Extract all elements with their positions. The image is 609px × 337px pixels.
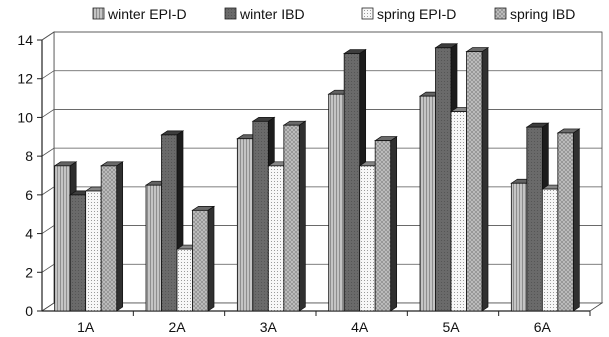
gridline — [41, 225, 602, 234]
gridline — [41, 109, 602, 118]
bar-front — [510, 182, 528, 312]
x-tick-label: 5A — [442, 319, 460, 335]
x-tick-label: 4A — [351, 319, 369, 335]
bar-front — [466, 51, 483, 312]
y-tick-label: 14 — [17, 32, 33, 48]
bar — [282, 120, 307, 312]
bar-front — [419, 95, 436, 312]
x-axis-categories: 1A 2A 3A 4A 5A 6A — [77, 311, 591, 335]
x-tick-label: 2A — [168, 319, 186, 335]
bar-front — [526, 126, 543, 312]
legend-label: winter EPI-D — [107, 6, 187, 22]
bar-front — [450, 111, 467, 312]
bar-front — [176, 248, 193, 312]
legend-swatch — [494, 7, 507, 20]
legend-label: winter IBD — [239, 6, 305, 22]
y-tick-label: 12 — [17, 71, 33, 87]
side-wall — [41, 31, 55, 312]
y-tick-label: 0 — [25, 303, 33, 319]
y-tick-label: 10 — [17, 109, 33, 125]
bar-front — [69, 194, 87, 312]
y-tick-label: 6 — [25, 187, 33, 203]
bar-front — [435, 47, 452, 312]
gridline — [41, 70, 602, 80]
y-tick-label: 8 — [25, 148, 33, 164]
bar-side — [572, 128, 580, 312]
bar-front — [267, 165, 285, 312]
gridlines — [41, 31, 602, 273]
legend-item: spring EPI-D — [361, 6, 456, 22]
bar-side — [116, 161, 124, 312]
bar-side — [390, 136, 398, 312]
legend-swatch — [92, 7, 105, 20]
bar-front — [283, 124, 300, 312]
bar-front — [541, 188, 559, 312]
y-tick-label: 4 — [25, 226, 33, 242]
x-tick-label: 6A — [534, 319, 552, 335]
bar — [374, 136, 398, 312]
bar-side — [298, 120, 306, 312]
gridline — [41, 31, 602, 41]
bars — [53, 43, 581, 312]
bar-side — [481, 46, 489, 312]
bar-front — [252, 120, 269, 312]
x-tick-label: 1A — [77, 319, 95, 335]
legend-item: winter IBD — [224, 6, 305, 22]
x-tick-label: 3A — [260, 319, 278, 335]
gridline — [41, 186, 602, 196]
bar-front — [328, 93, 345, 312]
bar-front — [374, 140, 392, 312]
legend: winter EPI-D winter IBD spring EPI-D spring… — [92, 6, 575, 22]
bar-front — [557, 132, 574, 312]
gridline — [41, 263, 602, 273]
legend-label: spring EPI-D — [377, 6, 456, 22]
bar-front — [85, 190, 102, 312]
bar — [556, 128, 581, 312]
y-tick-label: 2 — [25, 264, 33, 280]
legend-swatch — [224, 7, 237, 20]
legend-item: winter EPI-D — [92, 6, 187, 22]
bar-front — [343, 53, 361, 312]
bar — [100, 161, 124, 312]
bar — [465, 46, 490, 312]
y-axis-ticks: 0 2 4 6 8 10 12 14 — [17, 32, 42, 319]
bar-side — [207, 205, 215, 312]
bar-front — [161, 134, 178, 312]
bar-front — [54, 165, 71, 312]
gridline — [41, 147, 602, 157]
bar-front — [192, 209, 209, 312]
bar — [191, 205, 216, 312]
legend-swatch — [361, 7, 374, 20]
legend-label: spring IBD — [510, 6, 575, 22]
bar-front — [236, 138, 254, 312]
bar-front — [359, 165, 376, 312]
bar-front — [100, 165, 118, 312]
bar-front — [145, 184, 162, 312]
legend-item: spring IBD — [494, 6, 575, 22]
